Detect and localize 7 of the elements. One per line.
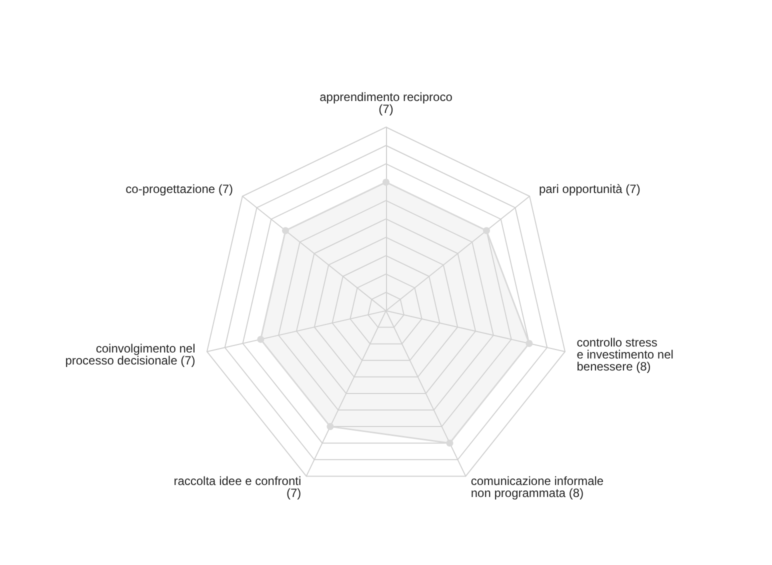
spoke-label: pari opportunità (7) (538, 182, 640, 196)
spoke-label: apprendimento reciproco (7) (320, 90, 453, 116)
spoke-label: co-progettazione (7) (126, 182, 234, 196)
spoke-label: controllo stress e investimento nel benessere (8) (576, 335, 674, 374)
spoke-label: comunicazione informale non programmata (8) (470, 474, 604, 500)
spoke-label: raccolta idee e confronti (7) (174, 474, 302, 500)
spoke-label: coinvolgimento nel processo decisionale (7) (65, 341, 196, 368)
